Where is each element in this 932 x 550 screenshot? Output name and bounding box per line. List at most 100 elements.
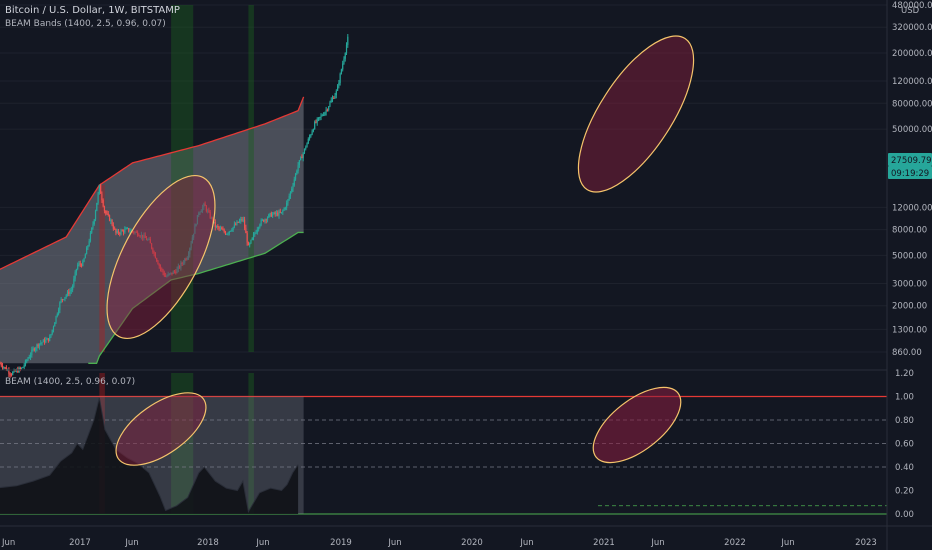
price-candle (247, 242, 250, 246)
price-candle (159, 266, 162, 269)
price-candle (71, 285, 74, 290)
price-candle (0, 363, 2, 366)
beam-tick-label: 1.00 (895, 393, 914, 403)
time-tick-label: 2020 (461, 538, 483, 548)
price-candle (162, 269, 164, 273)
price-candle (170, 272, 172, 274)
price-candle (196, 215, 199, 225)
price-candle (79, 263, 81, 265)
price-candle (56, 313, 58, 317)
price-candle (284, 207, 286, 209)
price-candle (12, 372, 14, 375)
price-candle (329, 102, 331, 107)
price-candle (255, 232, 257, 234)
price-axis[interactable]: 860.00 1300.00 2000.00 3000.00 5000.00 8000.0… (892, 1, 932, 358)
price-candle (101, 193, 103, 201)
time-tick-label: Jun (387, 538, 401, 548)
price-candle (106, 213, 108, 215)
buy-zone-highlight (248, 373, 254, 514)
price-candle (282, 210, 284, 213)
price-candle (187, 254, 190, 258)
price-candle (36, 344, 38, 349)
price-candle (334, 95, 336, 99)
price-candle (209, 212, 211, 218)
price-candle (29, 354, 32, 358)
price-candle (269, 213, 271, 215)
price-candle (114, 228, 116, 230)
price-candle (315, 121, 317, 123)
beam-axis[interactable]: 0.00 0.20 0.40 0.60 0.80 1.00 1.20 (895, 369, 914, 520)
price-candle (311, 131, 313, 135)
price-candle (78, 263, 80, 265)
price-candle (38, 343, 41, 347)
price-candle (210, 217, 213, 219)
price-candle (124, 229, 126, 233)
beam-tick-label: 0.40 (895, 463, 914, 473)
price-candle (122, 230, 125, 233)
price-candle (100, 184, 102, 194)
price-candle (4, 367, 6, 369)
price-candle (307, 138, 309, 144)
price-candle (177, 266, 179, 270)
price-candle (88, 241, 90, 246)
price-candle (241, 219, 243, 221)
price-candle (328, 106, 330, 110)
price-candle (345, 44, 348, 54)
beam-indicator-label[interactable]: BEAM (1400, 2.5, 0.96, 0.07) (5, 377, 135, 387)
price-candle (161, 268, 163, 270)
price-candle (116, 230, 118, 233)
price-candle (156, 258, 158, 262)
price-candle (75, 268, 78, 273)
price-candle (186, 257, 188, 260)
price-tick-label: 3000.00 (892, 279, 927, 289)
price-candle (246, 233, 248, 243)
symbol-title: Bitcoin / U.S. Dollar, 1W, BITSTAMP (5, 5, 180, 16)
price-pane[interactable] (0, 5, 715, 378)
price-candle (112, 225, 114, 229)
price-candle (204, 203, 206, 207)
time-axis[interactable]: Jun 2017 Jun 2018 Jun 2019 Jun 2020 Jun 2021 Jun 20… (1, 538, 877, 548)
price-candle (149, 239, 151, 244)
price-candle (57, 309, 60, 314)
price-candle (250, 239, 252, 244)
price-candle (59, 302, 61, 310)
price-candle (243, 219, 246, 228)
price-candle (80, 264, 83, 266)
beam-line (0, 397, 299, 514)
beam-tick-label: 1.20 (895, 369, 914, 379)
time-tick-label: 2017 (69, 538, 91, 548)
price-candle (291, 188, 293, 192)
time-tick-label: Jun (519, 538, 533, 548)
price-candle (214, 221, 216, 228)
price-candle (296, 171, 298, 174)
price-candle (310, 134, 312, 137)
price-candle (266, 217, 269, 221)
price-candle (148, 239, 150, 241)
price-candle (83, 258, 85, 262)
price-candle (324, 112, 326, 115)
price-candle (218, 227, 220, 229)
price-candle (279, 211, 281, 213)
price-candle (298, 160, 300, 166)
beam-tick-label: 0.60 (895, 440, 914, 450)
beam-pane[interactable] (0, 373, 887, 515)
price-candle (73, 278, 75, 286)
price-candle (215, 225, 218, 228)
price-candle (93, 219, 95, 225)
price-candle (77, 264, 79, 269)
price-candle (224, 231, 227, 235)
price-candle (347, 36, 349, 45)
beam-bands-indicator-label[interactable]: BEAM Bands (1400, 2.5, 0.96, 0.07) (5, 19, 166, 29)
beam-tick-label: 0.00 (895, 510, 914, 520)
price-candle (237, 221, 239, 223)
price-candle (297, 165, 299, 172)
price-candle (26, 360, 28, 362)
price-candle (330, 100, 332, 103)
price-candle (254, 233, 256, 235)
price-candle (260, 220, 262, 225)
price-candle (191, 237, 193, 244)
price-candle (135, 231, 137, 233)
beam-tick-label: 0.80 (895, 416, 914, 426)
time-tick-label: 2021 (593, 538, 615, 548)
